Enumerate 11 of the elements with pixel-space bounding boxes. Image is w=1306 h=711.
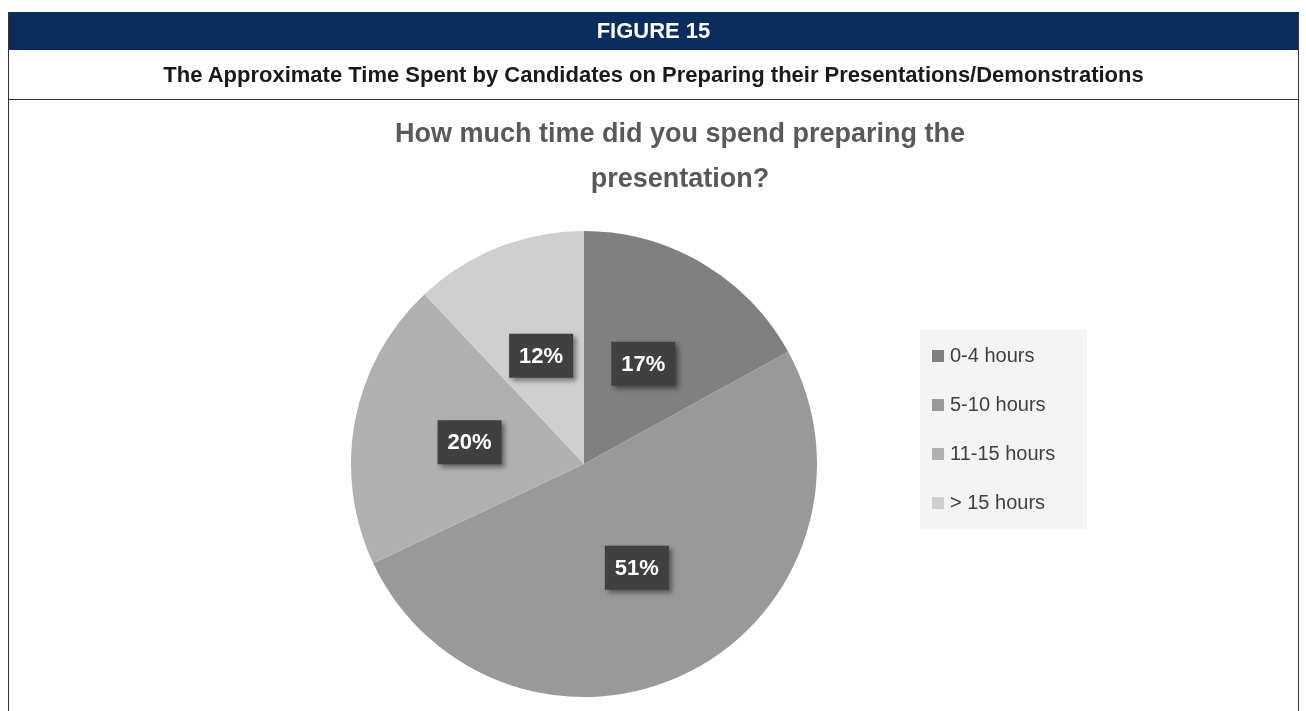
data-label: 17% [621,350,666,376]
legend-label: 0-4 hours [950,344,1035,367]
chart-title: How much time did you spend preparing the presentation? [393,117,966,195]
caption: FIGURE 15 [596,18,711,43]
legend-label: 11-15 hours [950,442,1056,465]
data-label: 51% [614,554,659,580]
legend-label: > 15 hours [950,491,1046,514]
legend-label: 5-10 hours [950,393,1046,416]
data-label: 20% [447,429,492,455]
chart-subtitle: The Approximate Time Spent by Candidates on Preparing their Presentations/Demonstrations [9,50,1298,100]
data-label: 12% [519,342,564,368]
